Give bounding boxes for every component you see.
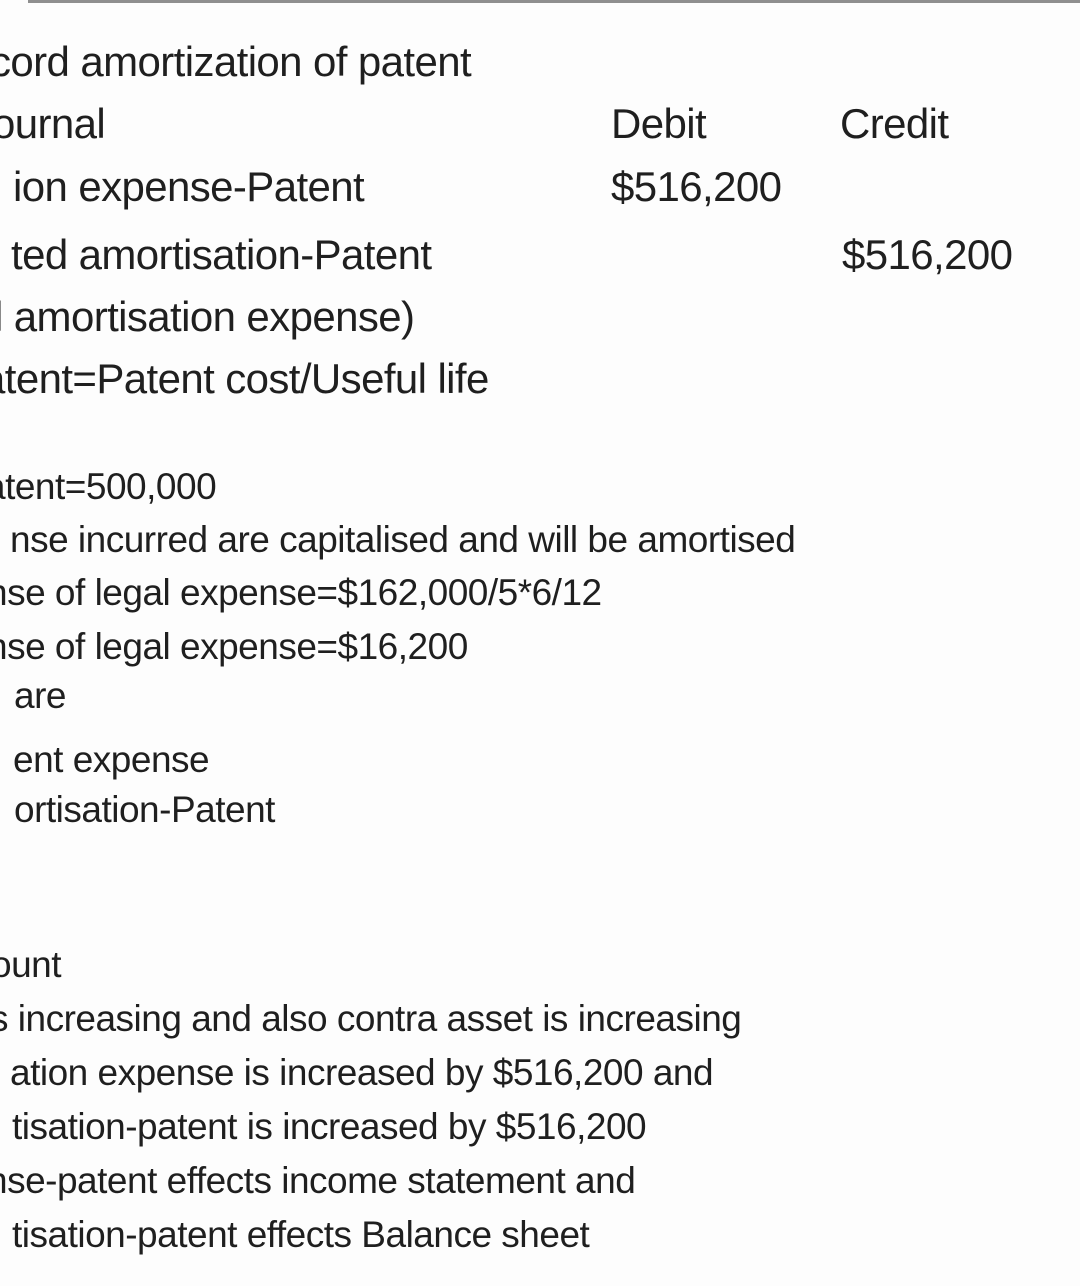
amortization-formula: atent=Patent cost/Useful life: [0, 355, 489, 402]
balance-sheet-line: tisation-patent effects Balance sheet: [12, 1214, 590, 1255]
accounts-are-line: are: [14, 675, 66, 716]
journal-heading: cord amortization of patent: [0, 38, 472, 85]
amortisation-account-line: ortisation-Patent: [14, 789, 275, 830]
debit-column-header: Debit: [611, 100, 707, 147]
journal-label: ournal: [0, 100, 106, 147]
increasing-line: s increasing and also contra asset is in…: [0, 998, 742, 1039]
journal-note: l amortisation expense): [0, 293, 415, 340]
amount-line: ount: [0, 944, 62, 985]
patent-cost-line: atent=500,000: [0, 466, 217, 507]
credit-amount: $516,200: [842, 231, 1013, 278]
top-divider-line: [28, 0, 1080, 3]
expense-account-line: ent expense: [13, 739, 210, 780]
legal-expense-result-line: nse of legal expense=$16,200: [0, 626, 468, 667]
debit-account-name: ion expense-Patent: [13, 163, 365, 210]
capitalised-expense-line: nse incurred are capitalised and will be…: [10, 519, 796, 560]
patent-increased-line: tisation-patent is increased by $516,200: [12, 1106, 647, 1147]
credit-column-header: Credit: [840, 100, 949, 147]
income-statement-line: nse-patent effects income statement and: [0, 1160, 636, 1201]
legal-expense-calc-line: nse of legal expense=$162,000/5*6/12: [0, 572, 602, 613]
credit-account-name: ted amortisation-Patent: [11, 231, 432, 278]
expense-increased-line: ation expense is increased by $516,200 a…: [10, 1052, 714, 1093]
debit-amount: $516,200: [611, 163, 782, 210]
